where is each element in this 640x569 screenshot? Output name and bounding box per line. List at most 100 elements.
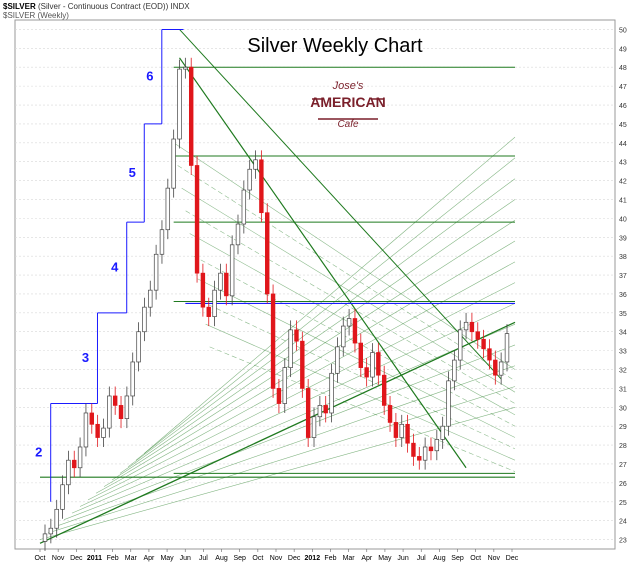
candle-body bbox=[48, 527, 54, 535]
y-tick-label: 32 bbox=[619, 368, 627, 375]
fan-line bbox=[205, 323, 516, 461]
fan-line bbox=[193, 255, 516, 427]
candle-body bbox=[493, 359, 498, 376]
y-tick-label: 30 bbox=[619, 405, 627, 412]
candle-body bbox=[95, 423, 100, 438]
fan-line bbox=[143, 136, 516, 454]
fan-line bbox=[55, 365, 516, 527]
price-candles bbox=[42, 57, 510, 551]
candle-body bbox=[446, 380, 451, 427]
x-tick-label: Jun bbox=[180, 555, 191, 562]
candle-body bbox=[253, 159, 258, 170]
fan-line bbox=[177, 165, 516, 382]
candle-body bbox=[504, 333, 510, 363]
candle-body bbox=[294, 329, 299, 342]
x-tick-label: Oct bbox=[470, 555, 481, 562]
wave-label: 2 bbox=[35, 445, 42, 460]
y-tick-label: 48 bbox=[619, 65, 627, 72]
candle-body bbox=[241, 189, 247, 225]
candle-body bbox=[124, 395, 130, 419]
x-tick-label: Aug bbox=[215, 555, 228, 562]
fan-line bbox=[95, 261, 516, 494]
y-tick-label: 28 bbox=[619, 443, 627, 450]
y-tick-label: 35 bbox=[619, 311, 627, 318]
candle-body bbox=[218, 272, 223, 291]
y-tick-label: 27 bbox=[619, 462, 627, 469]
candle-body bbox=[60, 484, 65, 510]
x-tick-label: Aug bbox=[433, 555, 446, 562]
candle-body bbox=[265, 212, 270, 295]
fan-line bbox=[39, 407, 516, 540]
candle-body bbox=[112, 395, 118, 406]
y-tick-label: 31 bbox=[619, 386, 627, 393]
fan-line bbox=[103, 240, 516, 487]
y-tick-label: 46 bbox=[619, 103, 627, 110]
candle-body bbox=[148, 289, 153, 308]
x-axis: Oct Nov Dec 2011 Feb Mar Apr May Jun Jul Aug Sep Oct… bbox=[35, 549, 519, 562]
y-tick-label: 24 bbox=[619, 519, 627, 526]
candle-body bbox=[142, 306, 147, 333]
y-tick-label: 45 bbox=[619, 122, 627, 129]
x-tick-label: Nov bbox=[270, 555, 283, 562]
candle-body bbox=[83, 412, 89, 448]
fan-line bbox=[189, 233, 516, 416]
candle-body bbox=[194, 165, 200, 274]
x-tick-label: Feb bbox=[107, 555, 119, 562]
y-tick-label: 36 bbox=[619, 292, 627, 299]
chart-title: Silver Weekly Chart bbox=[247, 35, 423, 57]
logo-line-3: Cafe bbox=[337, 119, 359, 130]
x-tick-label: Jul bbox=[417, 555, 426, 562]
candle-body bbox=[440, 425, 445, 440]
candle-body bbox=[381, 374, 387, 406]
x-tick-label: May bbox=[378, 555, 392, 562]
x-tick-label: Feb bbox=[324, 555, 336, 562]
candle-body bbox=[153, 253, 159, 291]
symbol-description: (Silver - Continuous Contract (EOD)) bbox=[37, 2, 169, 11]
wave-label: 4 bbox=[111, 259, 119, 274]
candle-body bbox=[189, 66, 194, 166]
candle-body bbox=[107, 395, 112, 429]
candle-body bbox=[276, 388, 282, 404]
y-tick-label: 34 bbox=[619, 330, 627, 337]
fan-line bbox=[119, 199, 516, 474]
downtrend-line bbox=[179, 29, 502, 380]
candle-body bbox=[118, 405, 124, 419]
y-tick-label: 23 bbox=[619, 538, 627, 545]
exchange-label: INDX bbox=[170, 2, 190, 11]
trend-lines bbox=[39, 29, 516, 544]
candle-body bbox=[177, 68, 182, 140]
candle-body bbox=[200, 272, 206, 308]
y-tick-label: 47 bbox=[619, 84, 627, 91]
candle-body bbox=[212, 289, 217, 317]
candle-body bbox=[42, 533, 48, 542]
logo-line-2: AMERICAN bbox=[310, 94, 385, 110]
candle-body bbox=[183, 66, 188, 70]
candle-body bbox=[288, 329, 293, 368]
y-tick-label: 29 bbox=[619, 424, 627, 431]
candle-body bbox=[458, 329, 463, 361]
candle-body bbox=[370, 352, 375, 378]
candle-body bbox=[130, 361, 135, 397]
candle-body bbox=[229, 244, 235, 297]
candle-body bbox=[235, 223, 241, 246]
candle-body bbox=[341, 325, 346, 348]
wave-label: 3 bbox=[82, 350, 89, 365]
x-tick-label: Apr bbox=[143, 555, 155, 562]
candle-body bbox=[247, 168, 252, 191]
candle-body bbox=[165, 187, 171, 231]
fan-line bbox=[197, 278, 516, 438]
candle-body bbox=[463, 321, 469, 331]
fan-line bbox=[127, 178, 516, 468]
fan-line bbox=[63, 344, 516, 520]
fan-line bbox=[79, 303, 516, 507]
x-tick-label: Mar bbox=[343, 555, 356, 562]
wave-label: 5 bbox=[129, 165, 136, 180]
candle-body bbox=[54, 508, 59, 529]
candle-body bbox=[66, 459, 71, 486]
y-tick-label: 25 bbox=[619, 500, 627, 507]
candle-body bbox=[387, 405, 393, 423]
candle-body bbox=[434, 439, 440, 452]
candle-body bbox=[171, 138, 176, 189]
candle-body bbox=[282, 367, 287, 404]
